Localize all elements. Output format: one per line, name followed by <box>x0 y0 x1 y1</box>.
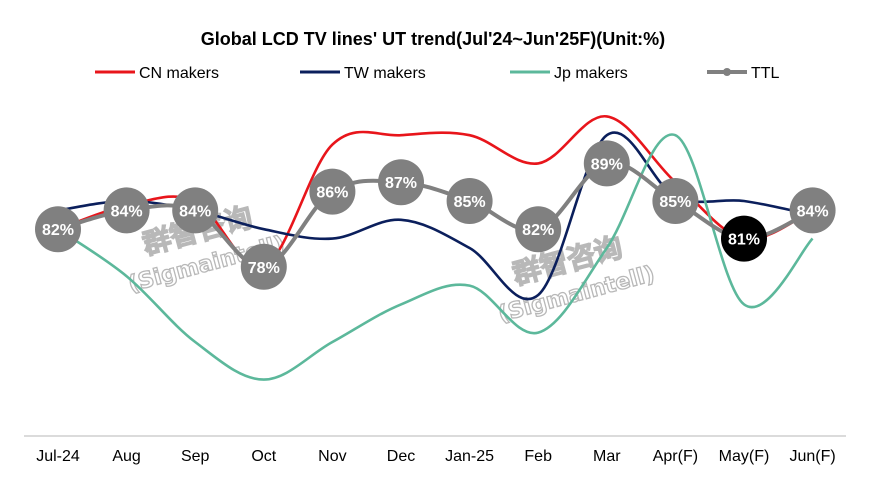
data-point-ttl: 82% <box>515 206 562 253</box>
data-point-bubble <box>309 168 356 215</box>
x-tick-label: Nov <box>318 448 346 465</box>
legend-label: CN makers <box>139 65 219 82</box>
data-label: 84% <box>111 203 143 220</box>
data-point-bubble <box>35 206 81 253</box>
data-point-ttl: 84% <box>172 187 219 234</box>
legend-item-tw-makers: TW makers <box>300 65 426 82</box>
data-label: 87% <box>385 175 417 192</box>
data-point-bubble <box>721 215 767 262</box>
data-point-bubble <box>789 187 836 234</box>
x-tick-label: Jul-24 <box>36 448 80 465</box>
legend-label: Jp makers <box>554 65 628 82</box>
data-point-bubble <box>515 206 562 253</box>
x-tick-label: Sep <box>181 448 210 465</box>
data-point-bubble <box>583 140 630 187</box>
x-tick-label: Apr(F) <box>653 448 698 465</box>
data-label: 85% <box>659 194 691 211</box>
data-point-ttl: 86% <box>309 168 356 215</box>
data-point-bubble <box>652 178 699 224</box>
legend-marker <box>723 68 731 76</box>
data-point-bubble <box>378 159 424 206</box>
data-labels: 82% 84% 84% 78% 86% 87% 85% 82% 89% 85% 81% 84% <box>35 140 836 290</box>
data-point-bubble <box>446 178 493 224</box>
data-label: 85% <box>454 194 486 211</box>
watermark-logo: 群智咨询(Sigmaintell) <box>495 230 658 328</box>
data-point-ttl: 87% <box>378 159 424 206</box>
data-point-ttl: 84% <box>789 187 836 234</box>
x-tick-label: Dec <box>387 448 415 465</box>
data-point-ttl: 81% <box>721 215 767 262</box>
x-ticks: Jul-24 Aug Sep Oct Nov Dec Jan-25 Feb Mar Apr(F) M… <box>36 448 836 465</box>
legend-label: TW makers <box>344 65 426 82</box>
data-point-bubble <box>172 187 219 234</box>
series-line-jp-makers <box>57 133 814 381</box>
data-label: 86% <box>316 185 348 202</box>
data-point-ttl: 78% <box>240 243 287 290</box>
x-tick-label: Feb <box>524 448 552 465</box>
data-label: 84% <box>797 203 829 220</box>
legend-item-cn-makers: CN makers <box>95 65 219 82</box>
legend-item-ttl: TTL <box>707 65 780 82</box>
data-label: 82% <box>42 222 74 239</box>
data-label: 82% <box>522 222 554 239</box>
x-tick-label: Oct <box>251 448 276 465</box>
data-label: 81% <box>728 232 760 249</box>
x-tick-label: Mar <box>593 448 621 465</box>
legend-label: TTL <box>751 65 780 82</box>
legend: CN makers TW makers Jp makers TTL <box>95 65 780 82</box>
data-point-bubble <box>103 187 150 234</box>
x-tick-label: Jan-25 <box>445 448 494 465</box>
data-point-ttl: 89% <box>583 140 630 187</box>
data-point-ttl: 84% <box>103 187 150 234</box>
data-label: 89% <box>591 156 623 173</box>
legend-item-jp-makers: Jp makers <box>510 65 628 82</box>
data-point-bubble <box>240 243 287 290</box>
data-point-ttl: 85% <box>446 178 493 224</box>
x-tick-label: Jun(F) <box>789 448 835 465</box>
data-point-ttl: 85% <box>652 178 699 224</box>
x-tick-label: May(F) <box>719 448 770 465</box>
data-label: 84% <box>179 203 211 220</box>
chart-title: Global LCD TV lines' UT trend(Jul'24~Jun… <box>201 29 665 49</box>
data-point-ttl: 82% <box>35 206 81 253</box>
data-label: 78% <box>248 260 280 277</box>
x-tick-label: Aug <box>112 448 140 465</box>
